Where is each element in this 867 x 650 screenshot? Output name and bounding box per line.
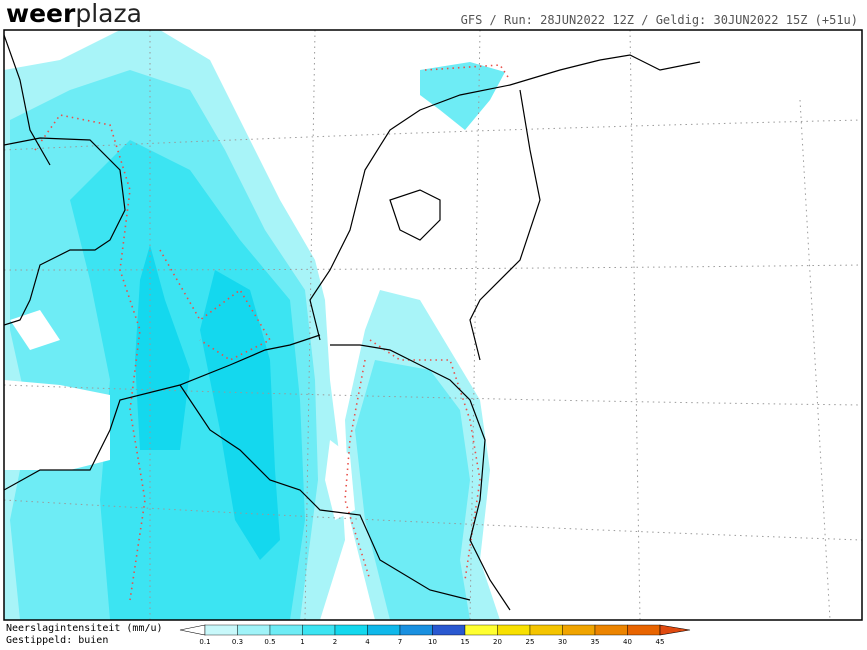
colorbar-tick-label: 7 — [398, 638, 402, 646]
colorbar-bin — [529, 624, 563, 636]
lake — [389, 189, 441, 241]
colorbar-tick-label: 0.5 — [264, 638, 275, 646]
colorbar-bin — [399, 624, 433, 636]
colorbar-tick-label: 45 — [656, 638, 665, 646]
shower-contour — [34, 64, 511, 601]
dry-area — [325, 440, 355, 520]
colorbar-bin — [562, 624, 596, 636]
colorbar-tick-label: 20 — [493, 638, 502, 646]
legend-subtitle: Gestippeld: buien — [6, 635, 108, 646]
colorbar-tick-label: 25 — [526, 638, 535, 646]
colorbar-bin — [269, 624, 303, 636]
colorbar-bin — [334, 624, 368, 636]
map-frame — [3, 29, 863, 621]
colorbar-tick-label: 40 — [623, 638, 632, 646]
logo-light: plaza — [75, 0, 142, 28]
colorbar-tick-label: 2 — [333, 638, 337, 646]
logo: weerplaza — [6, 0, 142, 28]
colorbar-tick-label: 4 — [365, 638, 370, 646]
colorbar: 0.1 0.3 0.5 1 2 4 7 10 15 20 25 30 35 40 45 — [179, 624, 691, 646]
colorbar-bin — [464, 624, 498, 636]
legend-title: Neerslagintensiteit (mm/u) — [6, 623, 163, 634]
colorbar-bin — [627, 624, 661, 636]
colorbar-tick-label: 0.1 — [199, 638, 210, 646]
colorbar-under — [179, 624, 206, 636]
colorbar-bin — [367, 624, 401, 636]
colorbar-bin — [432, 624, 466, 636]
border — [469, 89, 541, 361]
colorbar-bin — [497, 624, 531, 636]
colorbar-bin — [204, 624, 238, 636]
colorbar-tick-label: 15 — [461, 638, 470, 646]
colorbar-tick-label: 1 — [300, 638, 304, 646]
rain-area — [420, 62, 505, 130]
rain-area — [355, 360, 470, 620]
border — [330, 344, 511, 611]
colorbar-tick-label: 35 — [591, 638, 600, 646]
colorbar-bin — [237, 624, 271, 636]
colorbar-tick-label: 30 — [558, 638, 567, 646]
coastline — [4, 34, 51, 166]
colorbar-bin — [594, 624, 628, 636]
border — [179, 384, 471, 601]
run-info: GFS / Run: 28JUN2022 12Z / Geldig: 30JUN… — [461, 13, 858, 27]
coastline — [4, 334, 321, 491]
rain-area — [135, 245, 190, 450]
dry-area — [4, 380, 110, 470]
colorbar-over — [659, 624, 691, 636]
colorbar-bin — [302, 624, 336, 636]
coastline — [4, 137, 126, 326]
map — [3, 29, 863, 621]
logo-bold: weer — [6, 0, 76, 28]
coastline — [309, 54, 701, 341]
rain-area — [200, 270, 280, 560]
colorbar-tick-label: 0.3 — [232, 638, 243, 646]
dry-spot — [10, 310, 60, 440]
colorbar-tick-label: 10 — [428, 638, 437, 646]
